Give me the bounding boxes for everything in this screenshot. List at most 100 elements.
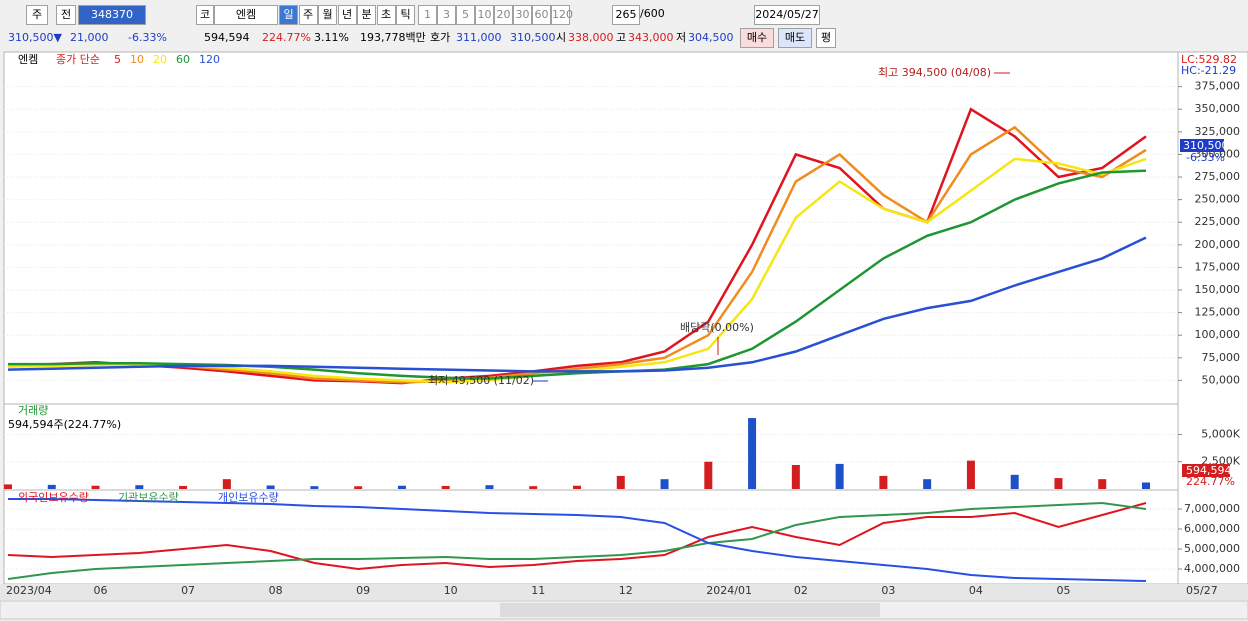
volume-bar <box>748 418 757 489</box>
interval-button[interactable]: 5 <box>456 5 475 25</box>
interval-button[interactable]: 30 <box>513 5 532 25</box>
volume-pane <box>3 403 1179 491</box>
current-price: 310,500 <box>1183 139 1229 152</box>
legend-entry: 개인보유수량 <box>218 491 279 504</box>
volume-bar <box>397 485 406 489</box>
quote-volume-pct: 224.77% <box>262 31 311 44</box>
interval-button[interactable]: 20 <box>494 5 513 25</box>
x-tick-label: 12 <box>619 584 633 597</box>
interval-button[interactable]: 10 <box>475 5 494 25</box>
sell-button[interactable]: 매도 <box>778 28 812 48</box>
price-pane <box>3 51 1179 405</box>
interval-button[interactable]: 120 <box>551 5 573 25</box>
y-tick-label: 350,000 <box>1195 102 1241 115</box>
legend-entry: 60 <box>176 53 190 66</box>
volume-current-box <box>1182 464 1230 477</box>
volume-current-change: 224.77% <box>1186 475 1235 488</box>
y-tick-label: 7,000,000 <box>1184 502 1240 515</box>
quote-turnover: 3.11% <box>314 31 349 44</box>
volume-subtitle: 594,594주(224.77%) <box>8 418 121 431</box>
hc-label: HC:-21.29 <box>1181 64 1236 77</box>
y-tick-label: 50,000 <box>1202 373 1241 386</box>
y-tick-label: 150,000 <box>1195 283 1241 296</box>
prev-button[interactable]: 전 <box>56 5 76 25</box>
volume-bar <box>485 485 494 489</box>
market[interactable]: 코 <box>196 5 214 25</box>
x-tick-label: 11 <box>531 584 545 597</box>
x-tick-label: 2023/04 <box>6 584 52 597</box>
holding-pane <box>3 489 1179 585</box>
interval-button[interactable]: 1 <box>418 5 437 25</box>
count[interactable]: 265 <box>612 5 640 25</box>
y-tick-label: 225,000 <box>1195 215 1241 228</box>
quote-open: 338,000 <box>568 31 614 44</box>
period-type[interactable]: 주 <box>26 5 48 25</box>
y-tick-label: 200,000 <box>1195 238 1241 251</box>
interval-button[interactable]: 3 <box>437 5 456 25</box>
x-tick-label: 05 <box>1056 584 1070 597</box>
volume-bar <box>310 486 319 489</box>
quote-open-label: 시 <box>556 31 567 44</box>
series-line <box>8 169 1147 380</box>
stock-code[interactable]: 348370 <box>78 5 146 25</box>
legend-prefix: 종가 단순 <box>56 53 100 66</box>
stock-name[interactable]: 엔켐 <box>214 5 278 25</box>
volume-bar <box>47 484 56 489</box>
x-tick-label: 06 <box>94 584 108 597</box>
avg-button[interactable]: 평 <box>816 28 836 48</box>
date[interactable]: 2024/05/27 <box>754 5 820 25</box>
x-axis-bar <box>0 584 1248 600</box>
period-button[interactable]: 일 <box>279 5 298 25</box>
quote-amount: 193,778백만 <box>360 31 426 44</box>
volume-current: 594,594 <box>1186 464 1232 477</box>
last-date: 05/27 <box>1186 584 1218 597</box>
volume-bar <box>1098 479 1107 489</box>
y-tick-label: 100,000 <box>1195 328 1241 341</box>
volume-title: 거래량 <box>18 404 48 417</box>
period-button[interactable]: 틱 <box>396 5 415 25</box>
max-count: /600 <box>640 7 665 20</box>
x-tick-label: 02 <box>794 584 808 597</box>
volume-bar <box>179 485 188 489</box>
period-button[interactable]: 분 <box>357 5 376 25</box>
annotation-dividend: 배당락(0.00%) <box>680 321 754 334</box>
quote-change: 21,000 <box>70 31 109 44</box>
volume-bar <box>222 479 231 489</box>
series-line <box>7 502 1147 571</box>
x-tick-label: 03 <box>881 584 895 597</box>
x-tick-label: 04 <box>969 584 983 597</box>
x-tick-label: 09 <box>356 584 370 597</box>
quote-bid: 310,500 <box>510 31 556 44</box>
interval-button[interactable]: 60 <box>532 5 551 25</box>
quote-low-label: 저 <box>676 31 687 44</box>
series-line <box>7 501 1147 580</box>
legend-entry: 20 <box>153 53 167 66</box>
volume-bar <box>135 485 144 489</box>
volume-bar <box>1054 478 1063 489</box>
period-button[interactable]: 주 <box>298 5 318 25</box>
y-tick-label: 175,000 <box>1195 260 1241 273</box>
volume-bar <box>660 479 669 489</box>
x-tick-label: 2024/01 <box>706 584 752 597</box>
lc-label: LC:529.82 <box>1181 53 1237 66</box>
volume-bar <box>91 485 100 489</box>
x-tick-label: 07 <box>181 584 195 597</box>
volume-bar <box>966 460 975 489</box>
y-tick-label: 125,000 <box>1195 306 1241 319</box>
volume-bar <box>879 475 888 489</box>
volume-bar <box>354 486 363 489</box>
legend-entry: 5 <box>114 53 121 66</box>
y-tick-label: 75,000 <box>1202 351 1241 364</box>
y-tick-label: 5,000,000 <box>1184 542 1240 555</box>
period-button[interactable]: 월 <box>318 5 337 25</box>
period-button[interactable]: 년 <box>337 5 357 25</box>
quote-bid-label: 호가 <box>430 31 451 44</box>
buy-button[interactable]: 매수 <box>740 28 774 48</box>
quote-ask: 311,000 <box>456 31 502 44</box>
current-change: -6.33% <box>1186 151 1225 164</box>
volume-bar <box>835 463 844 489</box>
period-button[interactable]: 초 <box>376 5 396 25</box>
x-tick-label: 08 <box>269 584 283 597</box>
quote-change-pct: -6.33% <box>128 31 167 44</box>
